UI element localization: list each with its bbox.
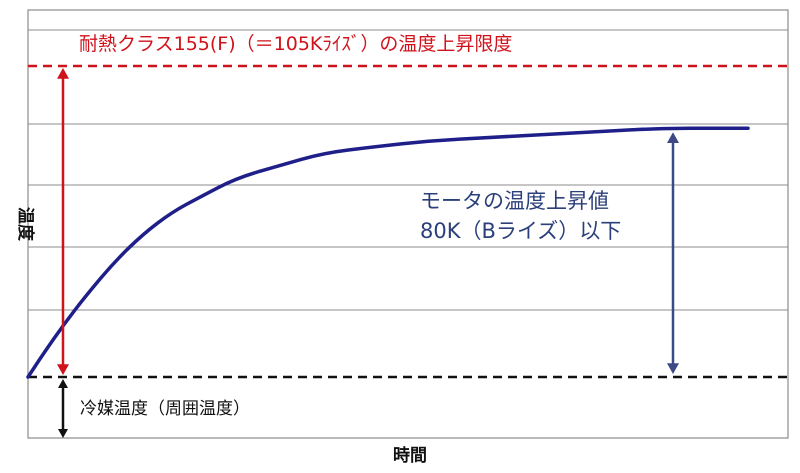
limit-range-arrow — [57, 68, 69, 375]
x-axis-label: 時間 — [393, 445, 427, 466]
arrow-head-bottom — [667, 363, 679, 374]
rise-range-arrow — [667, 132, 679, 374]
ambient-range-arrow — [58, 379, 68, 438]
arrow-head-top — [58, 379, 68, 388]
arrow-head-top — [667, 132, 679, 143]
gridlines — [28, 29, 788, 311]
arrow-head-top — [57, 68, 69, 79]
temperature-curve — [26, 126, 750, 379]
arrow-head-bottom — [57, 364, 69, 375]
rise-label-line1: モータの温度上昇値 — [420, 189, 609, 213]
limit-label: 耐熱クラス155(F)（＝105Kﾗｲｽﾞ）の温度上昇限度 — [79, 33, 512, 55]
y-axis-label: 温度 — [15, 207, 36, 242]
arrow-head-bottom — [58, 429, 68, 438]
rise-label-line2: 80K（Bライズ）以下 — [420, 219, 621, 243]
ambient-label: 冷媒温度（周囲温度） — [80, 399, 250, 419]
